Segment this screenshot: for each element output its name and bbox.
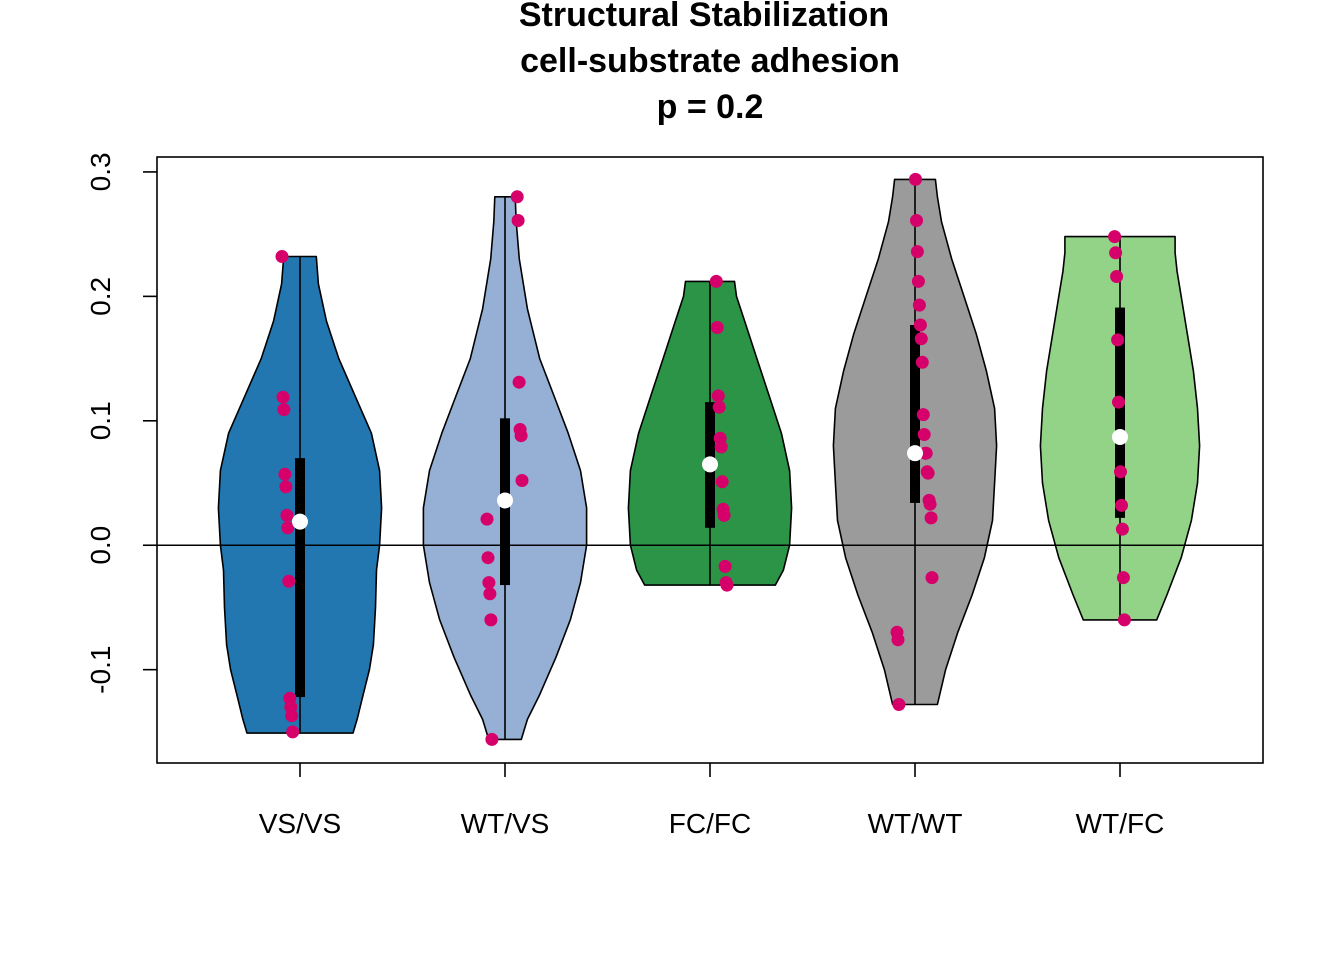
- data-point: [924, 511, 938, 525]
- data-point: [913, 318, 927, 332]
- data-point: [891, 633, 905, 647]
- axes-layer: -0.1 0.0 0.1 0.2 0.3 VS/VS WT/VS FC/FC WT/WT WT/F…: [85, 152, 1264, 839]
- data-point: [914, 332, 928, 346]
- data-point: [280, 508, 294, 522]
- data-point: [515, 474, 529, 487]
- data-point: [482, 576, 496, 590]
- data-point: [484, 613, 498, 627]
- data-point: [286, 725, 300, 739]
- median-marker: [497, 492, 513, 509]
- data-point: [279, 480, 293, 494]
- x-tick-label: WT/VS: [461, 808, 550, 839]
- data-point: [514, 429, 528, 443]
- data-point: [480, 512, 494, 526]
- data-point: [714, 440, 728, 454]
- data-point: [715, 475, 729, 489]
- median-marker: [1112, 428, 1128, 445]
- data-point: [276, 390, 290, 404]
- iqr-box: [295, 458, 305, 698]
- data-point: [911, 274, 925, 288]
- median-marker: [702, 456, 718, 473]
- data-point: [710, 321, 724, 334]
- data-point: [1116, 571, 1130, 585]
- iqr-box: [1115, 307, 1125, 518]
- data-point: [285, 709, 299, 723]
- x-tick-label: WT/WT: [868, 808, 963, 839]
- data-point: [910, 245, 924, 259]
- median-marker: [292, 513, 308, 530]
- data-point: [912, 298, 926, 312]
- data-point: [921, 466, 935, 480]
- data-point: [483, 587, 497, 601]
- data-point: [709, 274, 723, 288]
- chart-title: Structural Stabilization cell-substrate …: [519, 0, 900, 126]
- data-point: [919, 446, 933, 460]
- data-point: [925, 571, 939, 585]
- data-point: [481, 551, 495, 565]
- data-point: [917, 428, 931, 441]
- data-point: [923, 497, 937, 511]
- data-point: [711, 389, 725, 403]
- data-point: [717, 508, 731, 522]
- y-tick-label: -0.1: [85, 646, 116, 694]
- data-point: [485, 732, 499, 746]
- points-layer: [275, 172, 1131, 746]
- data-point: [1117, 613, 1131, 627]
- data-point: [1112, 395, 1125, 409]
- y-tick-label: 0.2: [85, 277, 116, 316]
- data-point: [916, 408, 930, 422]
- data-point: [511, 214, 525, 227]
- data-point: [282, 574, 296, 588]
- y-tick-label: 0.3: [85, 152, 116, 191]
- data-point: [1111, 333, 1125, 347]
- data-point: [281, 521, 295, 535]
- data-point: [1115, 498, 1128, 512]
- data-point: [712, 400, 726, 414]
- y-tick-label: 0.1: [85, 401, 116, 440]
- x-tick-label: FC/FC: [669, 808, 751, 839]
- data-point: [1108, 230, 1122, 244]
- median-marker: [907, 445, 923, 462]
- data-point: [892, 698, 906, 711]
- iqr-box: [910, 324, 920, 503]
- title-line-1: Structural Stabilization: [519, 0, 889, 34]
- data-point: [1109, 246, 1123, 260]
- data-point: [512, 375, 526, 389]
- data-point: [718, 559, 732, 573]
- y-tick-label: 0.0: [85, 526, 116, 565]
- data-point: [1115, 522, 1129, 536]
- data-point: [275, 250, 289, 263]
- data-point: [909, 172, 922, 186]
- data-point: [1110, 270, 1124, 283]
- data-point: [510, 190, 524, 204]
- data-point: [720, 578, 734, 592]
- data-point: [278, 467, 292, 481]
- x-tick-label: WT/FC: [1076, 808, 1165, 839]
- p-value-label: p = 0.2: [657, 88, 764, 126]
- data-point: [277, 403, 291, 417]
- x-tick-label: VS/VS: [259, 808, 341, 839]
- title-line-2: cell-substrate adhesion: [520, 42, 900, 80]
- data-point: [915, 355, 929, 369]
- data-point: [1114, 465, 1127, 479]
- data-point: [910, 214, 923, 227]
